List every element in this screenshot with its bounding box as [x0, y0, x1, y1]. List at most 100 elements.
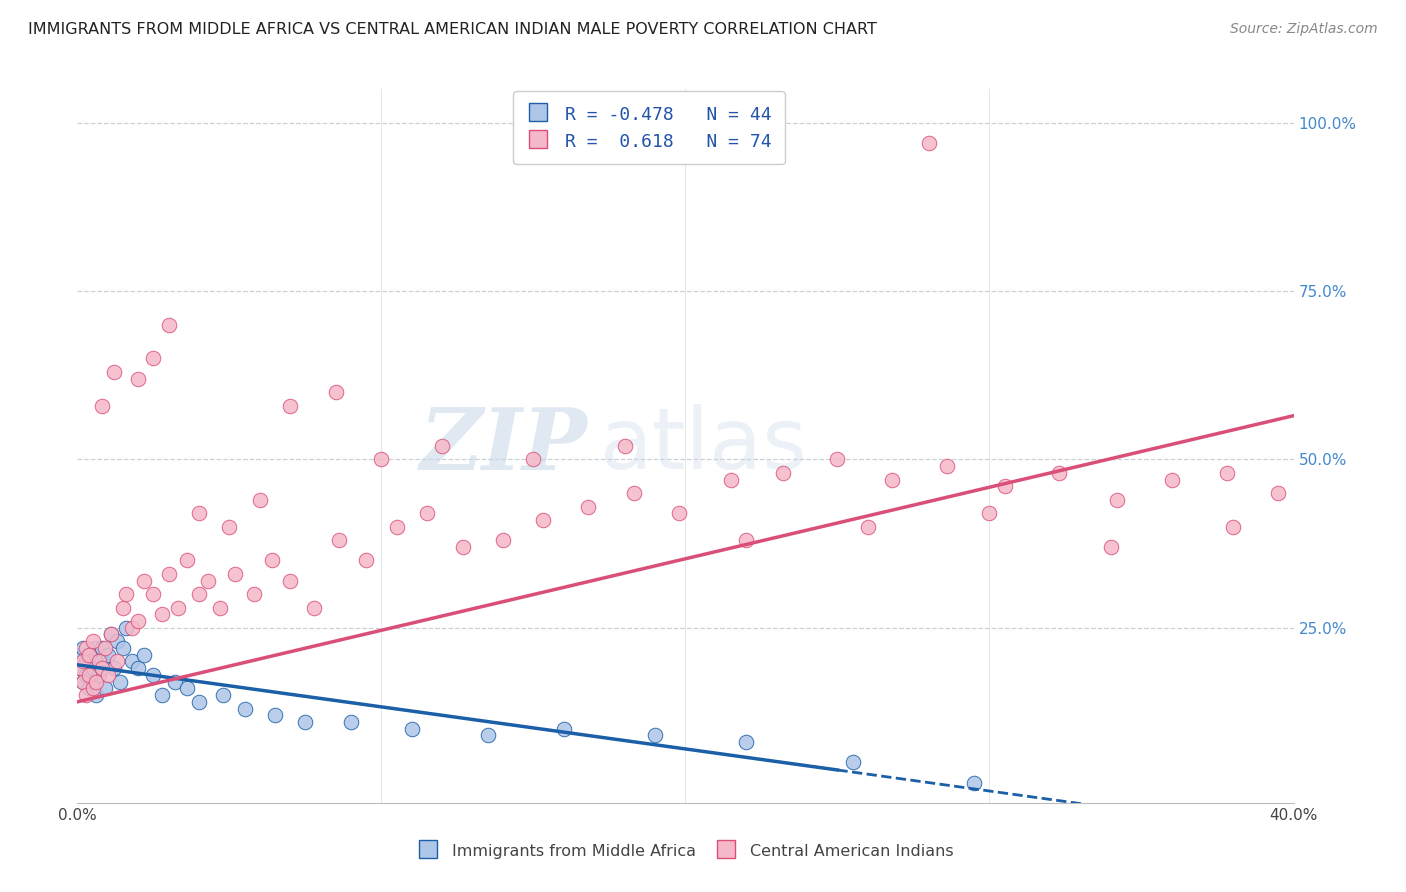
Point — [401, 722, 423, 736]
Point — [79, 648, 101, 662]
Point — [453, 540, 475, 554]
Point — [134, 648, 156, 662]
Point — [370, 452, 392, 467]
Point — [127, 661, 149, 675]
Point — [218, 520, 240, 534]
Legend: Immigrants from Middle Africa, Central American Indians: Immigrants from Middle Africa, Central A… — [411, 835, 960, 866]
Point — [935, 459, 957, 474]
Point — [142, 668, 165, 682]
Point — [72, 640, 94, 655]
Point — [264, 708, 287, 723]
Point — [576, 500, 599, 514]
Point — [157, 318, 180, 332]
Point — [72, 674, 94, 689]
Point — [233, 701, 256, 715]
Point — [111, 600, 134, 615]
Point — [963, 775, 986, 789]
Point — [115, 621, 138, 635]
Point — [623, 486, 645, 500]
Point — [1107, 492, 1129, 507]
Point — [644, 729, 666, 743]
Point — [188, 695, 211, 709]
Point — [105, 655, 128, 669]
Point — [325, 385, 347, 400]
Point — [772, 466, 794, 480]
Point — [260, 553, 283, 567]
Point — [209, 600, 232, 615]
Point — [111, 640, 134, 655]
Point — [121, 621, 143, 635]
Point — [97, 668, 120, 682]
Point — [188, 506, 211, 520]
Point — [242, 587, 264, 601]
Point — [531, 513, 554, 527]
Point — [827, 452, 849, 467]
Point — [75, 688, 97, 702]
Point — [856, 520, 879, 534]
Point — [127, 614, 149, 628]
Point — [416, 506, 439, 520]
Point — [72, 655, 94, 669]
Point — [841, 756, 863, 770]
Point — [176, 681, 198, 696]
Point — [90, 399, 112, 413]
Point — [87, 655, 110, 669]
Text: Source: ZipAtlas.com: Source: ZipAtlas.com — [1230, 22, 1378, 37]
Point — [84, 640, 107, 655]
Point — [340, 714, 363, 729]
Point — [75, 655, 97, 669]
Point — [385, 520, 408, 534]
Point — [294, 714, 316, 729]
Point — [157, 566, 180, 581]
Point — [492, 533, 515, 548]
Point — [197, 574, 219, 588]
Point — [152, 688, 174, 702]
Point — [103, 661, 125, 675]
Point — [93, 681, 115, 696]
Point — [354, 553, 377, 567]
Point — [142, 351, 165, 366]
Point — [108, 674, 131, 689]
Point — [249, 492, 271, 507]
Point — [735, 735, 758, 749]
Point — [979, 506, 1001, 520]
Point — [82, 634, 104, 648]
Point — [142, 587, 165, 601]
Point — [79, 648, 101, 662]
Point — [278, 574, 301, 588]
Point — [87, 655, 110, 669]
Point — [127, 372, 149, 386]
Point — [69, 661, 91, 675]
Point — [163, 674, 186, 689]
Point — [152, 607, 174, 622]
Point — [613, 439, 636, 453]
Point — [93, 640, 115, 655]
Point — [918, 136, 941, 150]
Point — [84, 674, 107, 689]
Point — [553, 722, 575, 736]
Point — [1161, 473, 1184, 487]
Point — [134, 574, 156, 588]
Point — [176, 553, 198, 567]
Point — [100, 627, 122, 641]
Point — [735, 533, 758, 548]
Point — [79, 668, 101, 682]
Point — [224, 566, 246, 581]
Point — [90, 640, 112, 655]
Text: atlas: atlas — [600, 404, 808, 488]
Text: IMMIGRANTS FROM MIDDLE AFRICA VS CENTRAL AMERICAN INDIAN MALE POVERTY CORRELATIO: IMMIGRANTS FROM MIDDLE AFRICA VS CENTRAL… — [28, 22, 877, 37]
Point — [72, 674, 94, 689]
Point — [668, 506, 690, 520]
Point — [278, 399, 301, 413]
Point — [84, 688, 107, 702]
Point — [1099, 540, 1122, 554]
Point — [69, 648, 91, 662]
Point — [90, 661, 112, 675]
Point — [79, 681, 101, 696]
Point — [188, 587, 211, 601]
Point — [103, 365, 125, 379]
Point — [75, 668, 97, 682]
Point — [522, 452, 544, 467]
Point — [82, 681, 104, 696]
Point — [994, 479, 1017, 493]
